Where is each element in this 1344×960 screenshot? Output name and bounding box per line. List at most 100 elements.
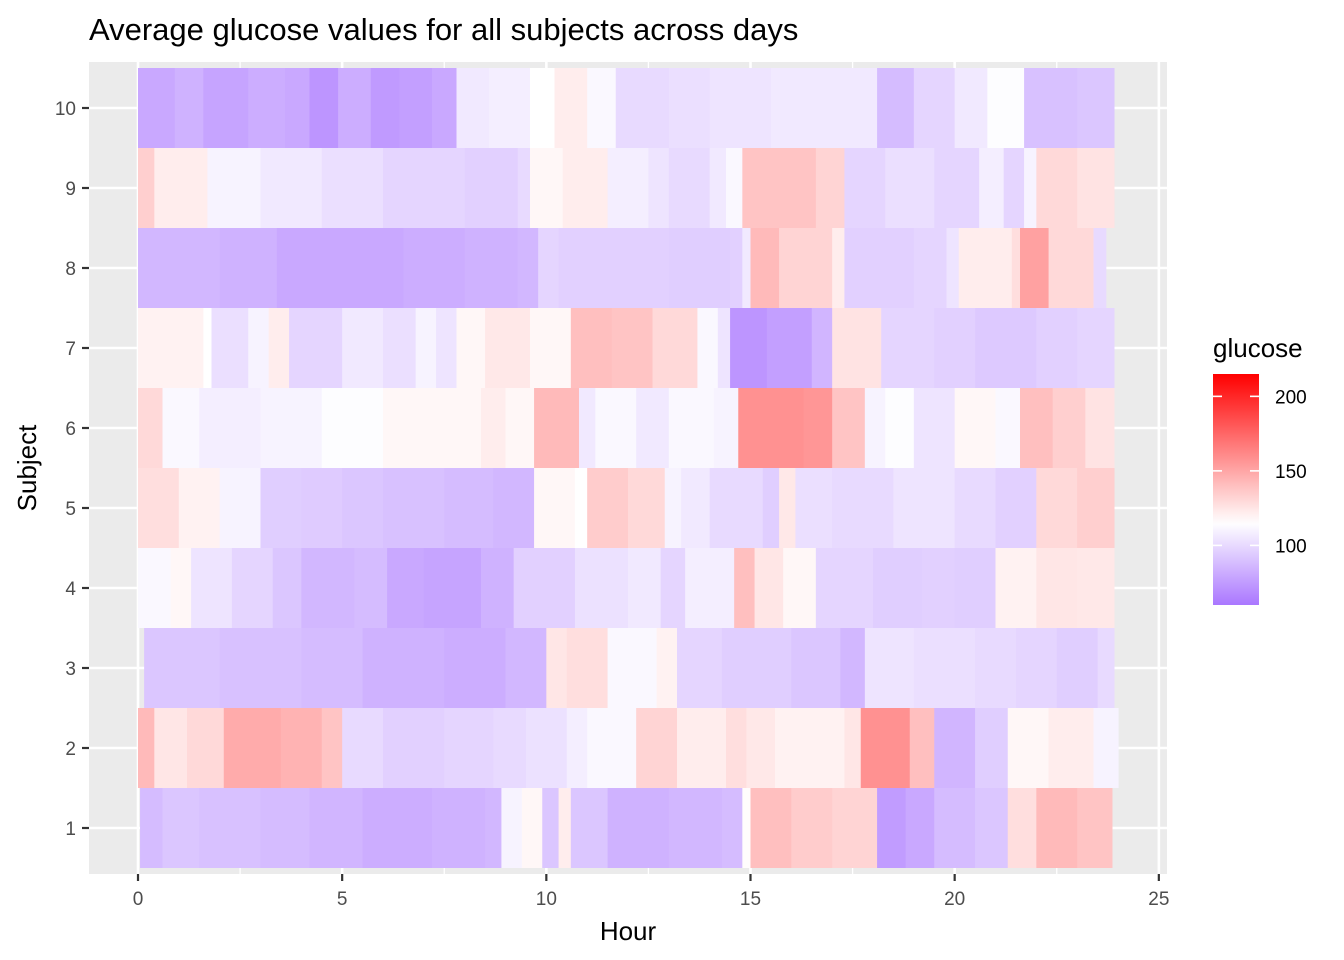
heatmap-tile [628, 468, 666, 548]
heatmap-tile [587, 68, 617, 148]
heatmap-tile [1056, 628, 1099, 708]
y-tick-label: 2 [65, 739, 76, 760]
heatmap-tile [285, 68, 311, 148]
heatmap-tile [387, 548, 425, 628]
heatmap-tile [738, 388, 805, 468]
heatmap-tile [558, 228, 605, 308]
heatmap-tile [342, 468, 384, 548]
heatmap-tile [1020, 388, 1054, 468]
color-legend: glucose 100 150 200 [1213, 333, 1307, 605]
heatmap-tile [191, 548, 233, 628]
heatmap-tile [668, 788, 723, 868]
heatmap-tile [860, 708, 911, 788]
heatmap-tile [1097, 628, 1115, 708]
heatmap-tile [566, 628, 609, 708]
heatmap-tile [779, 468, 797, 548]
heatmap-tile [877, 68, 915, 148]
heatmap-tile [677, 628, 723, 708]
heatmap-tile [832, 468, 895, 548]
heatmap-tile [444, 468, 494, 548]
heatmap-tile [746, 708, 776, 788]
x-tick-label: 10 [536, 889, 557, 910]
heatmap-tile [770, 68, 854, 148]
heatmap-tile [1052, 388, 1086, 468]
heatmap-tile [922, 548, 956, 628]
heatmap-tile [574, 548, 629, 628]
heatmap-tile [138, 308, 204, 388]
heatmap-tile [562, 148, 609, 228]
heatmap-tile [138, 228, 221, 308]
heatmap-tile [775, 708, 846, 788]
heatmap-tile [444, 628, 507, 708]
x-tick-label: 25 [1148, 889, 1169, 910]
heatmap-tile [444, 388, 482, 468]
heatmap-tile [231, 548, 274, 628]
heatmap-tile [913, 388, 956, 468]
heatmap-tile [587, 468, 629, 548]
heatmap-tile [321, 708, 343, 788]
heatmap-tile [652, 308, 699, 388]
heatmap-tile [685, 548, 719, 628]
heatmap-tile [726, 708, 748, 788]
y-tick-label: 5 [65, 499, 76, 520]
heatmap-tile [636, 388, 670, 468]
heatmap-tile [342, 708, 384, 788]
x-axis-title: Hour [600, 916, 657, 946]
heatmap-tile [432, 788, 486, 868]
heatmap-tile [260, 388, 323, 468]
heatmap-tile [530, 68, 556, 148]
heatmap-tile [995, 548, 1037, 628]
heatmap-tile [289, 308, 343, 388]
heatmap-tile [811, 308, 833, 388]
heatmap-tile [975, 708, 1009, 788]
heatmap-tile [909, 708, 935, 788]
heatmap-tile [481, 388, 507, 468]
heatmap-tile [570, 308, 613, 388]
y-tick-label: 9 [65, 179, 76, 200]
y-tick-label: 1 [65, 819, 76, 840]
heatmap-tile [979, 148, 1005, 228]
heatmap-tile [321, 388, 384, 468]
heatmap-tile [721, 628, 792, 708]
x-tick-label: 15 [740, 889, 761, 910]
heatmap-tile [517, 228, 539, 308]
heatmap-tile [1036, 468, 1078, 548]
heatmap-tile [174, 68, 204, 148]
heatmap-tile [138, 68, 176, 148]
heatmap-tile [423, 548, 482, 628]
heatmap-tile [1093, 228, 1107, 308]
heatmap-tile [342, 228, 405, 308]
heatmap-tile [742, 228, 752, 308]
heatmap-tile [717, 548, 735, 628]
heatmap-tile [1077, 788, 1113, 868]
heatmap-tile [546, 628, 568, 708]
heatmap-tile [138, 388, 164, 468]
heatmap-tile [611, 308, 654, 388]
heatmap-tile [864, 628, 915, 708]
heatmap-tile [668, 68, 711, 148]
heatmap-tile [505, 388, 535, 468]
heatmap-tile [513, 548, 576, 628]
heatmap-tile [783, 548, 817, 628]
y-axis: 1 2 3 4 5 6 7 8 9 10 [55, 99, 89, 840]
heatmap-tile [162, 788, 200, 868]
heatmap-tile [276, 228, 343, 308]
heatmap-tile [946, 228, 960, 308]
y-tick-label: 3 [65, 659, 76, 680]
heatmap-tile [170, 548, 192, 628]
chart-title: Average glucose values for all subjects … [89, 12, 798, 47]
heatmap-tile [885, 148, 935, 228]
heatmap-tile [1036, 788, 1078, 868]
heatmap-tile [309, 68, 339, 148]
heatmap-tile [219, 468, 262, 548]
heatmap-tile [709, 468, 764, 548]
heatmap-tile [628, 548, 662, 628]
heatmap-tile [260, 148, 323, 228]
heatmap-tile [779, 228, 833, 308]
heatmap-tile [436, 308, 458, 388]
heatmap-tile [534, 468, 576, 548]
heatmap-tile [383, 708, 445, 788]
heatmap-tile [954, 68, 988, 148]
heatmap-tile [203, 68, 249, 148]
heatmap-tile [742, 148, 817, 228]
